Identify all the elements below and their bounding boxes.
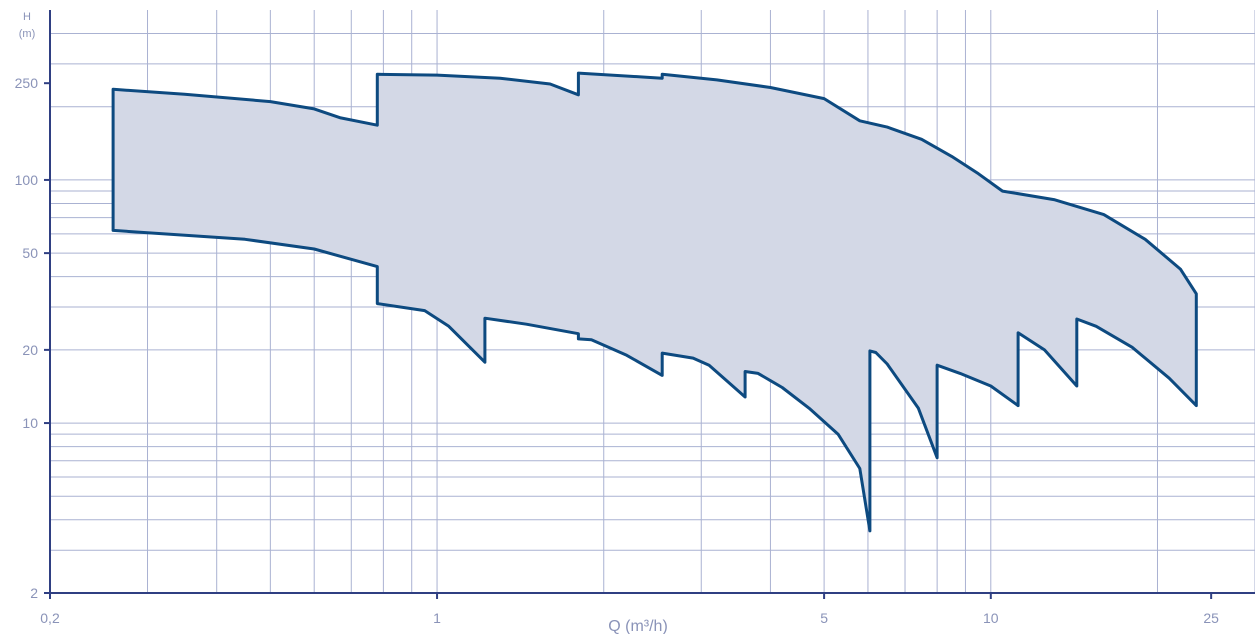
y-tick-label: 10 xyxy=(22,415,38,431)
x-tick-label: 5 xyxy=(820,610,828,626)
y-tick-label: 2 xyxy=(30,585,38,601)
y-axis-unit: (m) xyxy=(19,28,36,40)
x-tick-label: 10 xyxy=(983,610,999,626)
series-layer xyxy=(111,71,1198,533)
y-tick-label: 100 xyxy=(15,172,39,188)
x-tick-label: 1 xyxy=(433,610,441,626)
y-tick-label: 250 xyxy=(15,75,39,91)
y-tick-label: 50 xyxy=(22,245,38,261)
axes xyxy=(49,10,1255,594)
y-axis-label: H xyxy=(23,11,31,23)
x-tick-label: 25 xyxy=(1203,610,1219,626)
y-tick-label: 20 xyxy=(22,342,38,358)
x-axis-label: Q (m³/h) xyxy=(608,618,668,634)
tick-labels: 0,2 1 5 10 25 2 10 20 50 100 250 xyxy=(15,75,1220,626)
x-tick-label: 0,2 xyxy=(40,610,60,626)
operating-range-area xyxy=(111,71,1198,533)
